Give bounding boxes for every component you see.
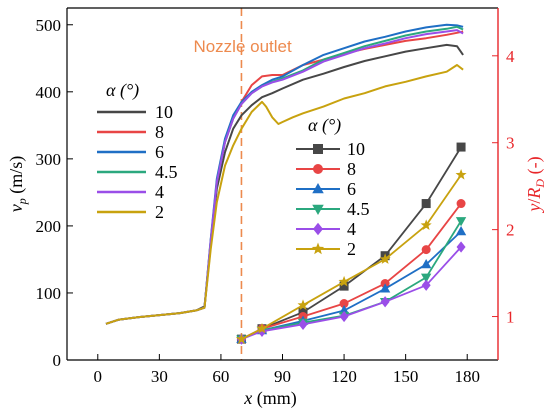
ratio-point-alpha-10: [421, 199, 431, 209]
velocity-legend-title: α (°): [106, 80, 139, 101]
axes: 0 30 60 90 120 150 180 0 100 200 300 400 500 1 2 3 4 x (m…: [6, 7, 547, 409]
ratio-point-alpha-2: [420, 219, 432, 230]
ratio-point-alpha-4: [421, 279, 431, 291]
x-tick-label: 30: [151, 367, 168, 386]
y-left-tick-label: 0: [53, 351, 62, 370]
ratio-point-alpha-2: [256, 322, 268, 334]
velocity-legend-label: 10: [155, 102, 173, 122]
velocity-line-alpha-2: [105, 64, 464, 325]
ratio-point-alpha-4: [380, 296, 390, 308]
velocity-legend-label: 8: [155, 122, 164, 142]
y-right-tick-label: 3: [506, 134, 515, 153]
ratio-point-alpha-8: [339, 299, 349, 309]
y-left-axis-title: vp (m/s): [6, 156, 29, 213]
ratio-legend-label: 4: [347, 219, 356, 239]
ratio-point-alpha-6: [455, 225, 467, 236]
ratio-legend-marker: [312, 183, 324, 194]
ratio-legend-marker: [313, 222, 323, 236]
ratio-point-alpha-2: [455, 169, 467, 180]
y-right-axis-title: y/RD (-): [524, 156, 547, 213]
ratio-point-alpha-4: [298, 318, 308, 330]
x-tick-label: 60: [212, 367, 229, 386]
x-tick-label: 120: [331, 367, 357, 386]
plot-area: Nozzle outlet: [105, 8, 467, 360]
ratio-legend-title: α (°): [308, 115, 341, 136]
velocity-legend-label: 4: [155, 182, 164, 202]
y-left-tick-label: 500: [36, 16, 62, 35]
ratio-point-alpha-2: [379, 253, 391, 264]
ratio-legend-label: 6: [347, 179, 356, 199]
x-tick-label: 180: [454, 367, 480, 386]
y-left-tick-label: 300: [36, 150, 62, 169]
velocity-legend-label: 6: [155, 142, 164, 162]
ratio-legend-label: 2: [347, 239, 356, 259]
nozzle-outlet-label: Nozzle outlet: [193, 37, 292, 56]
x-tick-label: 150: [393, 367, 419, 386]
ratio-point-alpha-4: [339, 310, 349, 323]
ratio-point-alpha-4_5: [420, 273, 432, 283]
ratio-legend-marker: [313, 164, 323, 174]
ratio-point-alpha-6: [420, 258, 432, 269]
ratio-point-alpha-6: [379, 283, 391, 293]
ratio-point-alpha-8: [456, 199, 466, 209]
x-axis-title: x (mm): [243, 388, 297, 409]
velocity-legend-label: 2: [155, 202, 164, 222]
ratio-point-alpha-4_5: [455, 217, 467, 227]
y-left-tick-label: 100: [36, 284, 62, 303]
x-tick-label: 90: [274, 367, 291, 386]
ratio-point-alpha-2: [297, 299, 309, 310]
ratio-legend-marker: [312, 204, 324, 215]
ratio-legend-marker: [313, 144, 323, 154]
ratio-point-alpha-2: [338, 275, 350, 287]
y-right-tick-label: 4: [506, 47, 515, 66]
ratio-legend-marker: [311, 242, 325, 255]
ratio-legend-label: 8: [347, 159, 356, 179]
ratio-legend-label: 4.5: [347, 199, 370, 219]
y-right-tick-label: 2: [506, 221, 515, 240]
ratio-legend-label: 10: [347, 139, 365, 159]
y-right-tick-label: 1: [506, 308, 515, 327]
velocity-legend-label: 4.5: [155, 162, 178, 182]
x-tick-label: 0: [94, 367, 103, 386]
y-left-tick-label: 400: [36, 83, 62, 102]
ratio-point-alpha-10: [339, 281, 349, 291]
ratio-point-alpha-2: [235, 333, 247, 344]
ratio-point-alpha-10: [456, 142, 466, 152]
ratio-point-alpha-4: [456, 241, 466, 253]
y-left-tick-label: 200: [36, 217, 62, 236]
ratio-point-alpha-8: [421, 245, 431, 255]
